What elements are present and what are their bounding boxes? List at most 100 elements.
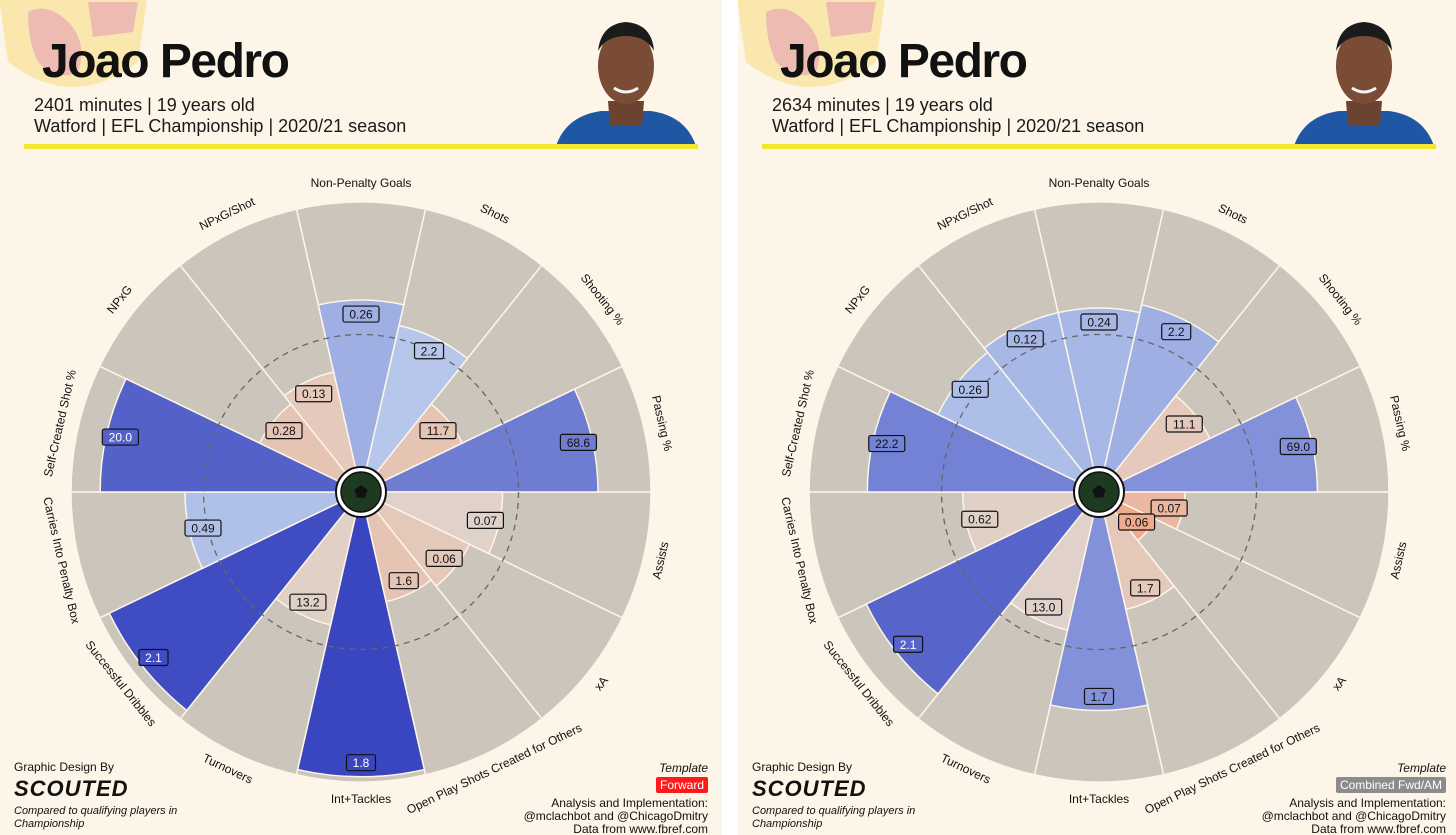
value-label: 68.6 — [567, 436, 591, 450]
value-label-box — [425, 549, 463, 567]
data-source: Data from www.fbref.com — [573, 822, 708, 835]
value-label-box — [892, 635, 924, 653]
header-rule — [24, 144, 698, 149]
minutes-age-line: 2634 minutes | 19 years old — [772, 95, 993, 115]
metric-label: xA — [1329, 674, 1349, 694]
metric-label: Passing % — [1387, 394, 1413, 453]
value-label-box — [295, 385, 333, 403]
value-label: 2.1 — [145, 651, 162, 665]
value-label-box — [1118, 513, 1156, 531]
value-label-box — [961, 510, 999, 528]
footer-left: Graphic Design By SCOUTED Compared to qu… — [14, 760, 214, 831]
player-photo — [556, 22, 696, 146]
value-label: 0.26 — [349, 308, 373, 322]
value-label-box — [184, 519, 222, 537]
metric-label: NPxG — [104, 283, 135, 317]
value-label: 2.2 — [421, 344, 438, 358]
value-label-box — [1130, 579, 1161, 597]
radar-chart: 0.26 2.2 11.7 68.6 0.07 0.06 1.6 1.8 13.2 2.1 0.49… — [40, 176, 675, 817]
value-label-box — [868, 434, 906, 453]
value-label: 11.7 — [427, 424, 450, 438]
ball-icon — [354, 485, 368, 498]
value-label-box — [289, 593, 327, 611]
value-label-box — [559, 433, 598, 451]
metric-label: NPxG — [842, 283, 873, 317]
data-source: Data from www.fbref.com — [1311, 822, 1446, 835]
value-label: 13.0 — [1032, 600, 1056, 614]
value-label-box — [138, 648, 169, 667]
value-label: 0.13 — [302, 387, 326, 401]
value-label: 13.2 — [296, 596, 320, 610]
value-label: 0.07 — [1157, 502, 1181, 516]
value-label: 22.2 — [875, 437, 899, 451]
value-label: 0.28 — [272, 424, 296, 438]
value-label: 2.2 — [1168, 325, 1185, 339]
metric-label: Non-Penalty Goals — [311, 176, 412, 190]
value-label: 0.24 — [1087, 316, 1111, 330]
scouted-logo: SCOUTED — [752, 776, 867, 801]
value-label: 0.26 — [959, 383, 983, 397]
team-season-line: Watford | EFL Championship | 2020/21 sea… — [772, 116, 1145, 136]
value-label-box — [342, 305, 380, 323]
metric-label: Passing % — [649, 394, 675, 453]
value-label-box — [388, 572, 419, 590]
value-label: 1.6 — [395, 574, 412, 588]
value-label-box — [951, 380, 989, 398]
value-label-box — [1161, 323, 1192, 341]
scouted-logo: SCOUTED — [14, 776, 129, 801]
value-label: 0.12 — [1014, 332, 1038, 346]
ball-icon — [1092, 485, 1106, 498]
watford-crest-logo — [0, 0, 147, 87]
metric-label: xA — [591, 674, 611, 694]
median-ring — [202, 333, 520, 651]
player-name: Joao Pedro — [780, 35, 1028, 88]
footer-right: Template Combined Fwd/AM Analysis and Im… — [1262, 762, 1446, 835]
value-label: 0.07 — [474, 514, 498, 528]
template-badge: Combined Fwd/AM — [1335, 777, 1446, 793]
value-label-box — [1279, 437, 1317, 456]
credit-label: Graphic Design By — [752, 760, 853, 774]
template-label: Template — [659, 761, 708, 775]
compared-note: Compared to qualifying players in Champi… — [752, 805, 916, 830]
value-label: 0.62 — [968, 513, 992, 527]
minutes-age-line: 2401 minutes | 19 years old — [34, 95, 255, 115]
value-label: 20.0 — [109, 431, 133, 445]
metric-label: Assists — [1387, 540, 1409, 580]
watford-crest-logo — [738, 0, 885, 87]
value-label-box — [265, 422, 303, 440]
value-label: 2.1 — [900, 638, 917, 652]
value-label: 1.7 — [1091, 690, 1108, 704]
analysis-authors: @mclachbot and @ChicagoDmitry — [523, 809, 708, 823]
radar-panel-left: Joao Pedro 2401 minutes | 19 years old W… — [0, 0, 722, 835]
analysis-label: Analysis and Implementation: — [1289, 796, 1446, 810]
template-label: Template — [1397, 761, 1446, 775]
metric-label: Int+Tackles — [1069, 792, 1129, 806]
credit-label: Graphic Design By — [14, 760, 115, 774]
value-label-box — [1165, 415, 1203, 433]
value-label-box — [1083, 687, 1115, 706]
metric-label: Int+Tackles — [331, 792, 391, 806]
value-label-box — [1025, 598, 1063, 616]
template-badge: Forward — [655, 777, 708, 793]
value-label: 0.06 — [1125, 515, 1149, 529]
median-ring — [940, 333, 1258, 651]
value-label: 1.8 — [353, 756, 370, 770]
analysis-label: Analysis and Implementation: — [551, 796, 708, 810]
value-label: 11.1 — [1173, 418, 1196, 432]
player-name: Joao Pedro — [42, 35, 290, 88]
value-label: 0.06 — [433, 552, 457, 566]
metric-label: Shots — [1216, 201, 1250, 227]
analysis-authors: @mclachbot and @ChicagoDmitry — [1261, 809, 1446, 823]
radar-chart: 0.24 2.2 11.1 69.0 0.07 0.06 1.7 1.7 13.0 2.1 0.62… — [778, 176, 1413, 817]
value-label-box — [101, 428, 139, 446]
value-label: 0.49 — [191, 522, 215, 536]
value-label-box — [1006, 330, 1044, 348]
metric-label: Assists — [649, 540, 671, 580]
value-label-box — [345, 754, 377, 772]
metric-label: Non-Penalty Goals — [1049, 176, 1150, 190]
header-rule — [762, 144, 1436, 149]
value-label: 1.7 — [1137, 581, 1154, 595]
footer-right: Template Forward Analysis and Implementa… — [524, 762, 708, 835]
value-label-box — [419, 422, 457, 440]
value-label-box — [413, 342, 445, 360]
